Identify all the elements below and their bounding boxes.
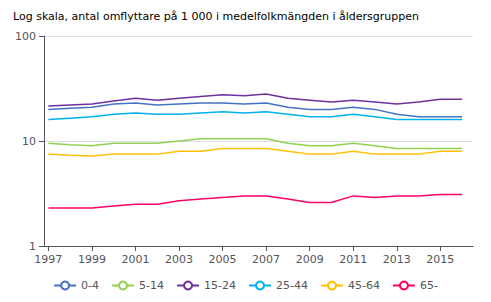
svg-text:2009: 2009: [296, 253, 324, 266]
svg-text:2013: 2013: [383, 253, 411, 266]
svg-text:2011: 2011: [339, 253, 367, 266]
svg-text:45-64: 45-64: [348, 279, 380, 292]
svg-text:2015: 2015: [426, 253, 454, 266]
svg-text:1999: 1999: [78, 253, 106, 266]
svg-text:5-14: 5-14: [139, 279, 164, 292]
svg-text:25-44: 25-44: [276, 279, 308, 292]
svg-text:Log skala, antal omflyttare på: Log skala, antal omflyttare på 1 000 i m…: [13, 10, 419, 23]
svg-text:10: 10: [22, 135, 36, 148]
svg-text:1997: 1997: [34, 253, 62, 266]
svg-text:2001: 2001: [121, 253, 149, 266]
svg-text:65-: 65-: [420, 279, 438, 292]
svg-text:2007: 2007: [252, 253, 280, 266]
svg-text:0-4: 0-4: [81, 279, 99, 292]
svg-text:1: 1: [29, 240, 36, 253]
svg-text:2005: 2005: [209, 253, 237, 266]
svg-text:2003: 2003: [165, 253, 193, 266]
svg-text:100: 100: [15, 30, 36, 43]
svg-text:15-24: 15-24: [204, 279, 236, 292]
